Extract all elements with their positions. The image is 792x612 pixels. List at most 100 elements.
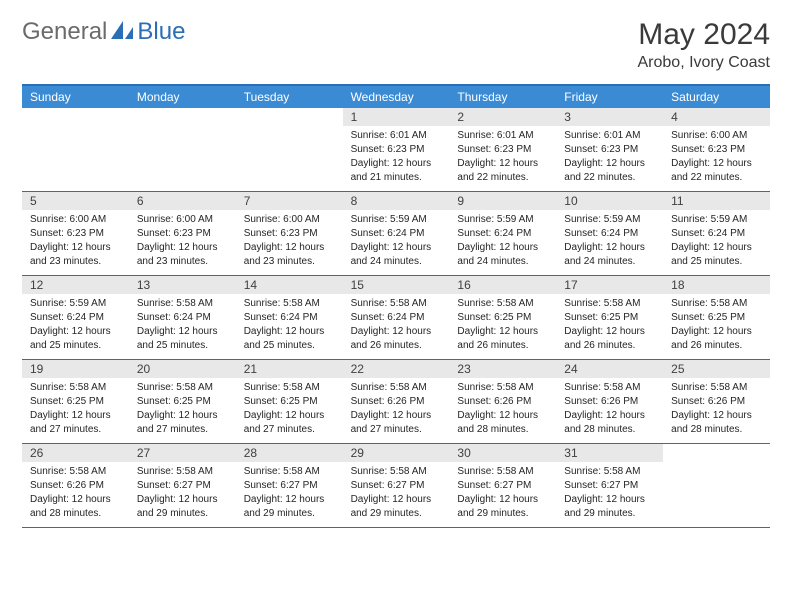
sunset-line: Sunset: 6:27 PM xyxy=(564,479,655,493)
day-cell: 6Sunrise: 6:00 AMSunset: 6:23 PMDaylight… xyxy=(129,192,236,275)
header: General Blue May 2024 Arobo, Ivory Coast xyxy=(22,18,770,72)
sunrise-line: Sunrise: 5:58 AM xyxy=(244,381,335,395)
daylight-line-2: and 28 minutes. xyxy=(30,507,121,521)
day-cell: 18 Sunrise: 5:58 AMSunset: 6:25 PMDayligh… xyxy=(663,276,770,359)
day-content: Sunrise: 6:00 AMSunset: 6:23 PMDaylight:… xyxy=(22,210,129,275)
weekday-header: Friday xyxy=(556,86,663,108)
day-cell xyxy=(22,108,129,191)
sunrise-line: Sunrise: 6:01 AM xyxy=(457,129,548,143)
daylight-line-1: Daylight: 12 hours xyxy=(564,241,655,255)
location: Arobo, Ivory Coast xyxy=(638,54,771,72)
day-cell: 17Sunrise: 5:58 AMSunset: 6:25 PMDayligh… xyxy=(556,276,663,359)
sunrise-line: Sunrise: 5:58 AM xyxy=(351,297,442,311)
day-cell: 7Sunrise: 6:00 AMSunset: 6:23 PMDaylight… xyxy=(236,192,343,275)
day-content: Sunrise: 5:58 AMSunset: 6:25 PMDaylight:… xyxy=(236,378,343,443)
day-content: Sunrise: 5:59 AMSunset: 6:24 PMDaylight:… xyxy=(556,210,663,275)
sunrise-line: Sunrise: 5:58 AM xyxy=(137,381,228,395)
daylight-line-1: Daylight: 12 hours xyxy=(457,409,548,423)
sunset-line: Sunset: 6:23 PM xyxy=(30,227,121,241)
day-content: Sunrise: 5:58 AMSunset: 6:25 PMDaylight:… xyxy=(449,294,556,359)
daylight-line-2: and 29 minutes. xyxy=(564,507,655,521)
day-content: Sunrise: 5:58 AMSunset: 6:27 PMDaylight:… xyxy=(556,462,663,527)
day-cell: 24Sunrise: 5:58 AMSunset: 6:26 PMDayligh… xyxy=(556,360,663,443)
daylight-line-1: Daylight: 12 hours xyxy=(671,325,762,339)
sunset-line: Sunset: 6:25 PM xyxy=(244,395,335,409)
sunset-line: Sunset: 6:25 PM xyxy=(671,311,762,325)
day-number: 1 xyxy=(343,108,450,126)
day-number: 25 xyxy=(663,360,770,378)
day-cell: 10Sunrise: 5:59 AMSunset: 6:24 PMDayligh… xyxy=(556,192,663,275)
day-number: 2 xyxy=(449,108,556,126)
week-row: 26Sunrise: 5:58 AMSunset: 6:26 PMDayligh… xyxy=(22,444,770,528)
day-cell: 1Sunrise: 6:01 AMSunset: 6:23 PMDaylight… xyxy=(343,108,450,191)
day-cell xyxy=(129,108,236,191)
title-block: May 2024 Arobo, Ivory Coast xyxy=(638,18,771,72)
day-cell: 31Sunrise: 5:58 AMSunset: 6:27 PMDayligh… xyxy=(556,444,663,527)
day-cell: 27Sunrise: 5:58 AMSunset: 6:27 PMDayligh… xyxy=(129,444,236,527)
day-number: 13 xyxy=(129,276,236,294)
sunrise-line: Sunrise: 5:58 AM xyxy=(671,381,762,395)
daylight-line-2: and 23 minutes. xyxy=(137,255,228,269)
daylight-line-2: and 26 minutes. xyxy=(564,339,655,353)
day-content: Sunrise: 5:58 AMSunset: 6:24 PMDaylight:… xyxy=(129,294,236,359)
sunset-line: Sunset: 6:24 PM xyxy=(564,227,655,241)
day-cell: 9Sunrise: 5:59 AMSunset: 6:24 PMDaylight… xyxy=(449,192,556,275)
day-number: 5 xyxy=(22,192,129,210)
sunrise-line: Sunrise: 6:00 AM xyxy=(30,213,121,227)
day-content: Sunrise: 5:58 AMSunset: 6:24 PMDaylight:… xyxy=(236,294,343,359)
day-number: 18 xyxy=(663,276,770,294)
day-content: Sunrise: 5:58 AMSunset: 6:27 PMDaylight:… xyxy=(129,462,236,527)
sunrise-line: Sunrise: 6:01 AM xyxy=(351,129,442,143)
day-number: 8 xyxy=(343,192,450,210)
daylight-line-1: Daylight: 12 hours xyxy=(457,325,548,339)
daylight-line-2: and 28 minutes. xyxy=(564,423,655,437)
sunrise-line: Sunrise: 5:58 AM xyxy=(351,381,442,395)
sunrise-line: Sunrise: 5:59 AM xyxy=(457,213,548,227)
daylight-line-2: and 28 minutes. xyxy=(457,423,548,437)
sunset-line: Sunset: 6:27 PM xyxy=(137,479,228,493)
day-content: Sunrise: 5:58 AMSunset: 6:26 PMDaylight:… xyxy=(343,378,450,443)
day-content: Sunrise: 6:01 AMSunset: 6:23 PMDaylight:… xyxy=(449,126,556,191)
sunrise-line: Sunrise: 5:58 AM xyxy=(671,297,762,311)
sunrise-line: Sunrise: 5:58 AM xyxy=(457,381,548,395)
day-content: Sunrise: 6:01 AMSunset: 6:23 PMDaylight:… xyxy=(343,126,450,191)
day-number: 11 xyxy=(663,192,770,210)
day-number: 26 xyxy=(22,444,129,462)
sunset-line: Sunset: 6:25 PM xyxy=(30,395,121,409)
sunrise-line: Sunrise: 5:58 AM xyxy=(457,297,548,311)
daylight-line-2: and 26 minutes. xyxy=(671,339,762,353)
daylight-line-1: Daylight: 12 hours xyxy=(244,409,335,423)
daylight-line-2: and 24 minutes. xyxy=(564,255,655,269)
sunset-line: Sunset: 6:25 PM xyxy=(564,311,655,325)
weekday-header-row: SundayMondayTuesdayWednesdayThursdayFrid… xyxy=(22,86,770,108)
logo-sail-icon xyxy=(109,19,135,46)
day-cell: 20Sunrise: 5:58 AMSunset: 6:25 PMDayligh… xyxy=(129,360,236,443)
day-number: 9 xyxy=(449,192,556,210)
day-cell: 13Sunrise: 5:58 AMSunset: 6:24 PMDayligh… xyxy=(129,276,236,359)
day-cell: 5Sunrise: 6:00 AMSunset: 6:23 PMDaylight… xyxy=(22,192,129,275)
day-cell: 15Sunrise: 5:58 AMSunset: 6:24 PMDayligh… xyxy=(343,276,450,359)
weekday-header: Wednesday xyxy=(343,86,450,108)
day-number: 12 xyxy=(22,276,129,294)
day-cell: 23Sunrise: 5:58 AMSunset: 6:26 PMDayligh… xyxy=(449,360,556,443)
day-number: 17 xyxy=(556,276,663,294)
day-cell: 12Sunrise: 5:59 AMSunset: 6:24 PMDayligh… xyxy=(22,276,129,359)
daylight-line-2: and 24 minutes. xyxy=(351,255,442,269)
day-content: Sunrise: 5:59 AMSunset: 6:24 PMDaylight:… xyxy=(663,210,770,275)
day-content: Sunrise: 5:58 AMSunset: 6:27 PMDaylight:… xyxy=(343,462,450,527)
sunset-line: Sunset: 6:23 PM xyxy=(137,227,228,241)
day-cell: 22Sunrise: 5:58 AMSunset: 6:26 PMDayligh… xyxy=(343,360,450,443)
sunset-line: Sunset: 6:23 PM xyxy=(671,143,762,157)
weekday-header: Monday xyxy=(129,86,236,108)
daylight-line-2: and 29 minutes. xyxy=(137,507,228,521)
daylight-line-1: Daylight: 12 hours xyxy=(30,241,121,255)
day-cell: 21Sunrise: 5:58 AMSunset: 6:25 PMDayligh… xyxy=(236,360,343,443)
week-row: 12Sunrise: 5:59 AMSunset: 6:24 PMDayligh… xyxy=(22,276,770,360)
sunset-line: Sunset: 6:27 PM xyxy=(351,479,442,493)
weekday-header: Saturday xyxy=(663,86,770,108)
daylight-line-2: and 25 minutes. xyxy=(671,255,762,269)
daylight-line-1: Daylight: 12 hours xyxy=(244,241,335,255)
logo-text-blue: Blue xyxy=(137,18,185,46)
sunset-line: Sunset: 6:23 PM xyxy=(351,143,442,157)
week-row: 1Sunrise: 6:01 AMSunset: 6:23 PMDaylight… xyxy=(22,108,770,192)
